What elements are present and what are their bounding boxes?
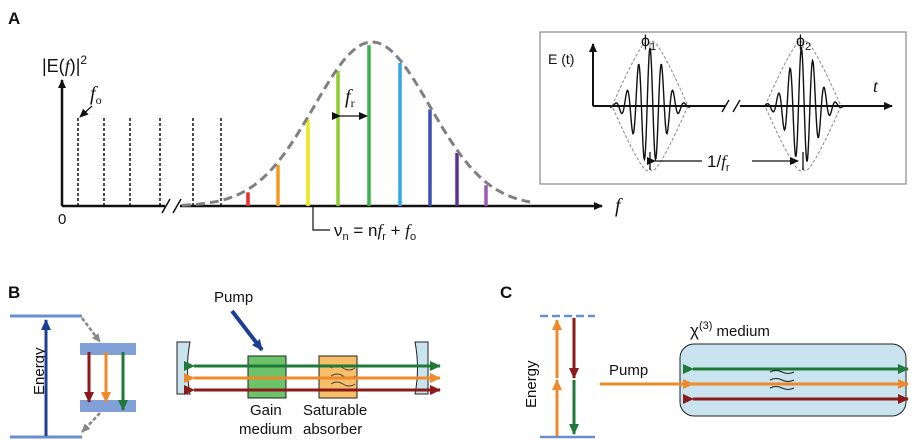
comb-equation: νn = nfr + fo xyxy=(334,221,416,243)
relaxation-top-b xyxy=(81,317,101,343)
inset-x-label: t xyxy=(873,76,879,96)
pump-arrow-b xyxy=(230,309,264,352)
fr-label: fr xyxy=(345,86,355,110)
gaussian-envelope xyxy=(181,40,531,207)
relaxation-bottom-b xyxy=(81,412,101,433)
saturable-absorber-label-2: absorber xyxy=(303,421,362,438)
cavity-mirror-left xyxy=(176,341,191,395)
time-domain-inset xyxy=(539,31,907,185)
energy-label-b: Energy xyxy=(31,347,48,395)
pulse-envelope-2 xyxy=(764,40,842,172)
origin-label: 0 xyxy=(58,211,66,228)
pulse-1 xyxy=(610,47,690,162)
pump-label-b: Pump xyxy=(214,289,253,306)
cavity-mirror-right xyxy=(414,341,429,395)
pulse-envelope-1 xyxy=(611,40,689,172)
energy-label-c: Energy xyxy=(523,360,540,408)
panel-label-b: B xyxy=(8,283,20,302)
phi2-label: ϕ2 xyxy=(796,33,811,53)
panel-label-a: A xyxy=(8,9,20,28)
fo-label: fo xyxy=(90,83,102,107)
chi3-medium-label: χ(3) medium xyxy=(690,320,770,340)
offset-dashed-lines xyxy=(77,116,222,206)
inset-y-label: E (t) xyxy=(548,51,574,67)
phi1-label: ϕ1 xyxy=(641,33,656,53)
pulse-2 xyxy=(762,45,844,162)
y-axis-label: |E(f)|2 xyxy=(42,53,87,76)
period-label: 1/fr xyxy=(707,152,730,174)
gain-medium-label-1: Gain xyxy=(250,402,282,419)
x-axis-label: f xyxy=(615,195,623,217)
gain-medium-label-2: medium xyxy=(239,421,292,438)
fo-pointer xyxy=(79,105,93,118)
comb-lines xyxy=(246,45,488,206)
inset-break-mark xyxy=(732,99,741,113)
panel-label-c: C xyxy=(500,283,512,302)
pump-label-c: Pump xyxy=(609,362,648,379)
nonlinear-wave-icon xyxy=(769,370,795,390)
axis-break-mark xyxy=(161,198,171,214)
equation-leader xyxy=(312,206,330,231)
saturable-absorber-label-1: Saturable xyxy=(303,402,367,419)
axis-break-mark xyxy=(172,198,182,214)
inset-break-mark xyxy=(721,99,730,113)
